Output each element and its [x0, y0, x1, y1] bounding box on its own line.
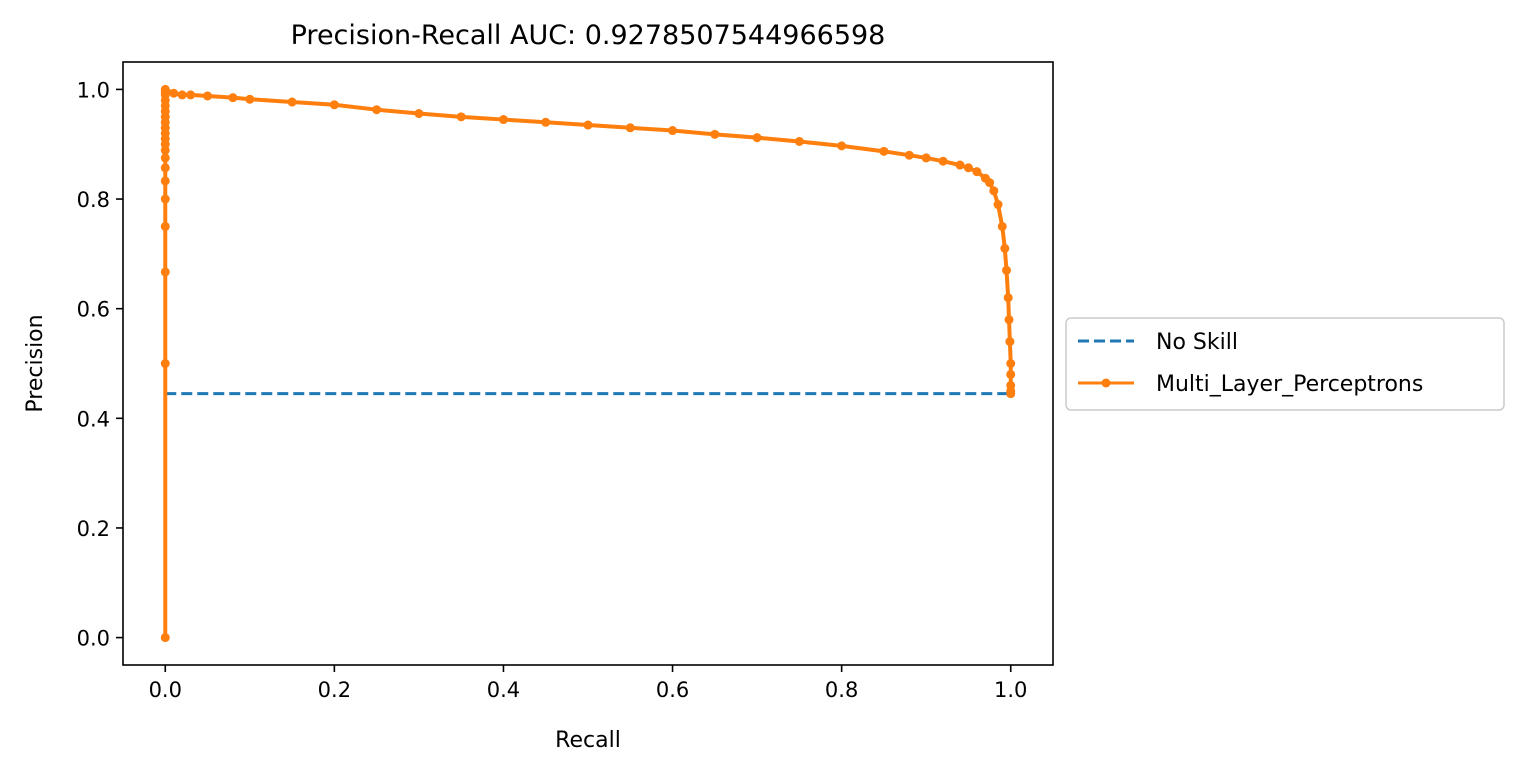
x-tick-label: 1.0: [994, 678, 1027, 702]
data-point: [169, 88, 179, 98]
data-point: [160, 221, 170, 231]
data-point: [160, 267, 170, 277]
data-point: [160, 359, 170, 368]
x-axis-label: Recall: [555, 728, 621, 753]
legend-entry-1: Multi_Layer_Perceptrons: [1078, 372, 1423, 397]
data-point: [752, 133, 762, 143]
data-point: [1003, 293, 1013, 303]
data-point: [1006, 359, 1016, 368]
y-axis-ticks: 0.0 0.2 0.4 0.6 0.8 1.0: [77, 78, 123, 651]
legend: No Skill Multi_Layer_Perceptrons: [1065, 317, 1505, 411]
y-tick-label: 0.6: [77, 298, 110, 322]
x-tick-label: 0.0: [149, 678, 182, 702]
y-tick-label: 0.2: [77, 517, 110, 541]
data-point: [287, 97, 297, 107]
data-point: [794, 136, 804, 146]
data-point: [710, 129, 720, 139]
data-point: [668, 126, 678, 136]
data-point: [921, 153, 931, 163]
data-point: [1000, 243, 1010, 253]
data-point: [456, 112, 466, 122]
data-point: [414, 109, 424, 119]
data-point: [160, 163, 170, 173]
legend-label: Multi_Layer_Perceptrons: [1156, 372, 1423, 397]
data-point: [177, 90, 187, 100]
series-layer: [160, 84, 1016, 643]
data-point: [160, 176, 170, 186]
data-point: [203, 91, 213, 101]
data-point: [989, 186, 999, 196]
series-markers-1: [160, 84, 1016, 643]
data-point: [160, 194, 170, 204]
data-point: [955, 160, 965, 170]
data-point: [186, 90, 196, 100]
data-point: [879, 146, 889, 156]
data-point: [245, 94, 255, 104]
y-tick-label: 0.4: [77, 407, 110, 431]
y-tick-label: 0.0: [77, 627, 110, 651]
data-point: [963, 163, 973, 173]
y-tick-label: 1.0: [77, 78, 110, 102]
data-point: [160, 633, 170, 643]
data-point: [329, 100, 339, 110]
data-point: [625, 123, 635, 133]
data-point: [837, 141, 847, 151]
x-tick-label: 0.4: [487, 678, 520, 702]
data-point: [1006, 389, 1016, 399]
y-tick-label: 0.8: [77, 188, 110, 212]
data-point: [904, 150, 914, 160]
data-point: [498, 115, 508, 125]
data-point: [372, 105, 382, 115]
data-point: [1002, 265, 1011, 275]
x-tick-label: 0.8: [825, 678, 858, 702]
legend-marker: [1101, 378, 1111, 388]
y-axis-label: Precision: [23, 314, 48, 412]
data-point: [1005, 337, 1015, 347]
data-point: [160, 153, 170, 163]
x-axis-ticks: 0.0 0.2 0.4 0.6 0.8 1.0: [149, 665, 1027, 702]
data-point: [160, 84, 170, 94]
chart-title: Precision-Recall AUC: 0.9278507544966598: [291, 20, 886, 51]
plot-frame: [122, 61, 1054, 666]
data-point: [972, 167, 982, 177]
data-point: [985, 178, 995, 188]
data-point: [1004, 315, 1014, 325]
data-point: [583, 120, 593, 130]
data-point: [993, 200, 1003, 210]
data-point: [997, 221, 1007, 231]
legend-box: [1065, 317, 1505, 411]
series-line-1: [163, 87, 1013, 638]
x-tick-label: 0.2: [318, 678, 351, 702]
data-point: [938, 156, 948, 166]
data-point: [228, 93, 238, 103]
x-tick-label: 0.6: [656, 678, 689, 702]
legend-entry-0: No Skill: [1078, 330, 1238, 355]
legend-label: No Skill: [1156, 330, 1238, 355]
data-point: [1006, 369, 1016, 379]
data-point: [541, 117, 551, 127]
